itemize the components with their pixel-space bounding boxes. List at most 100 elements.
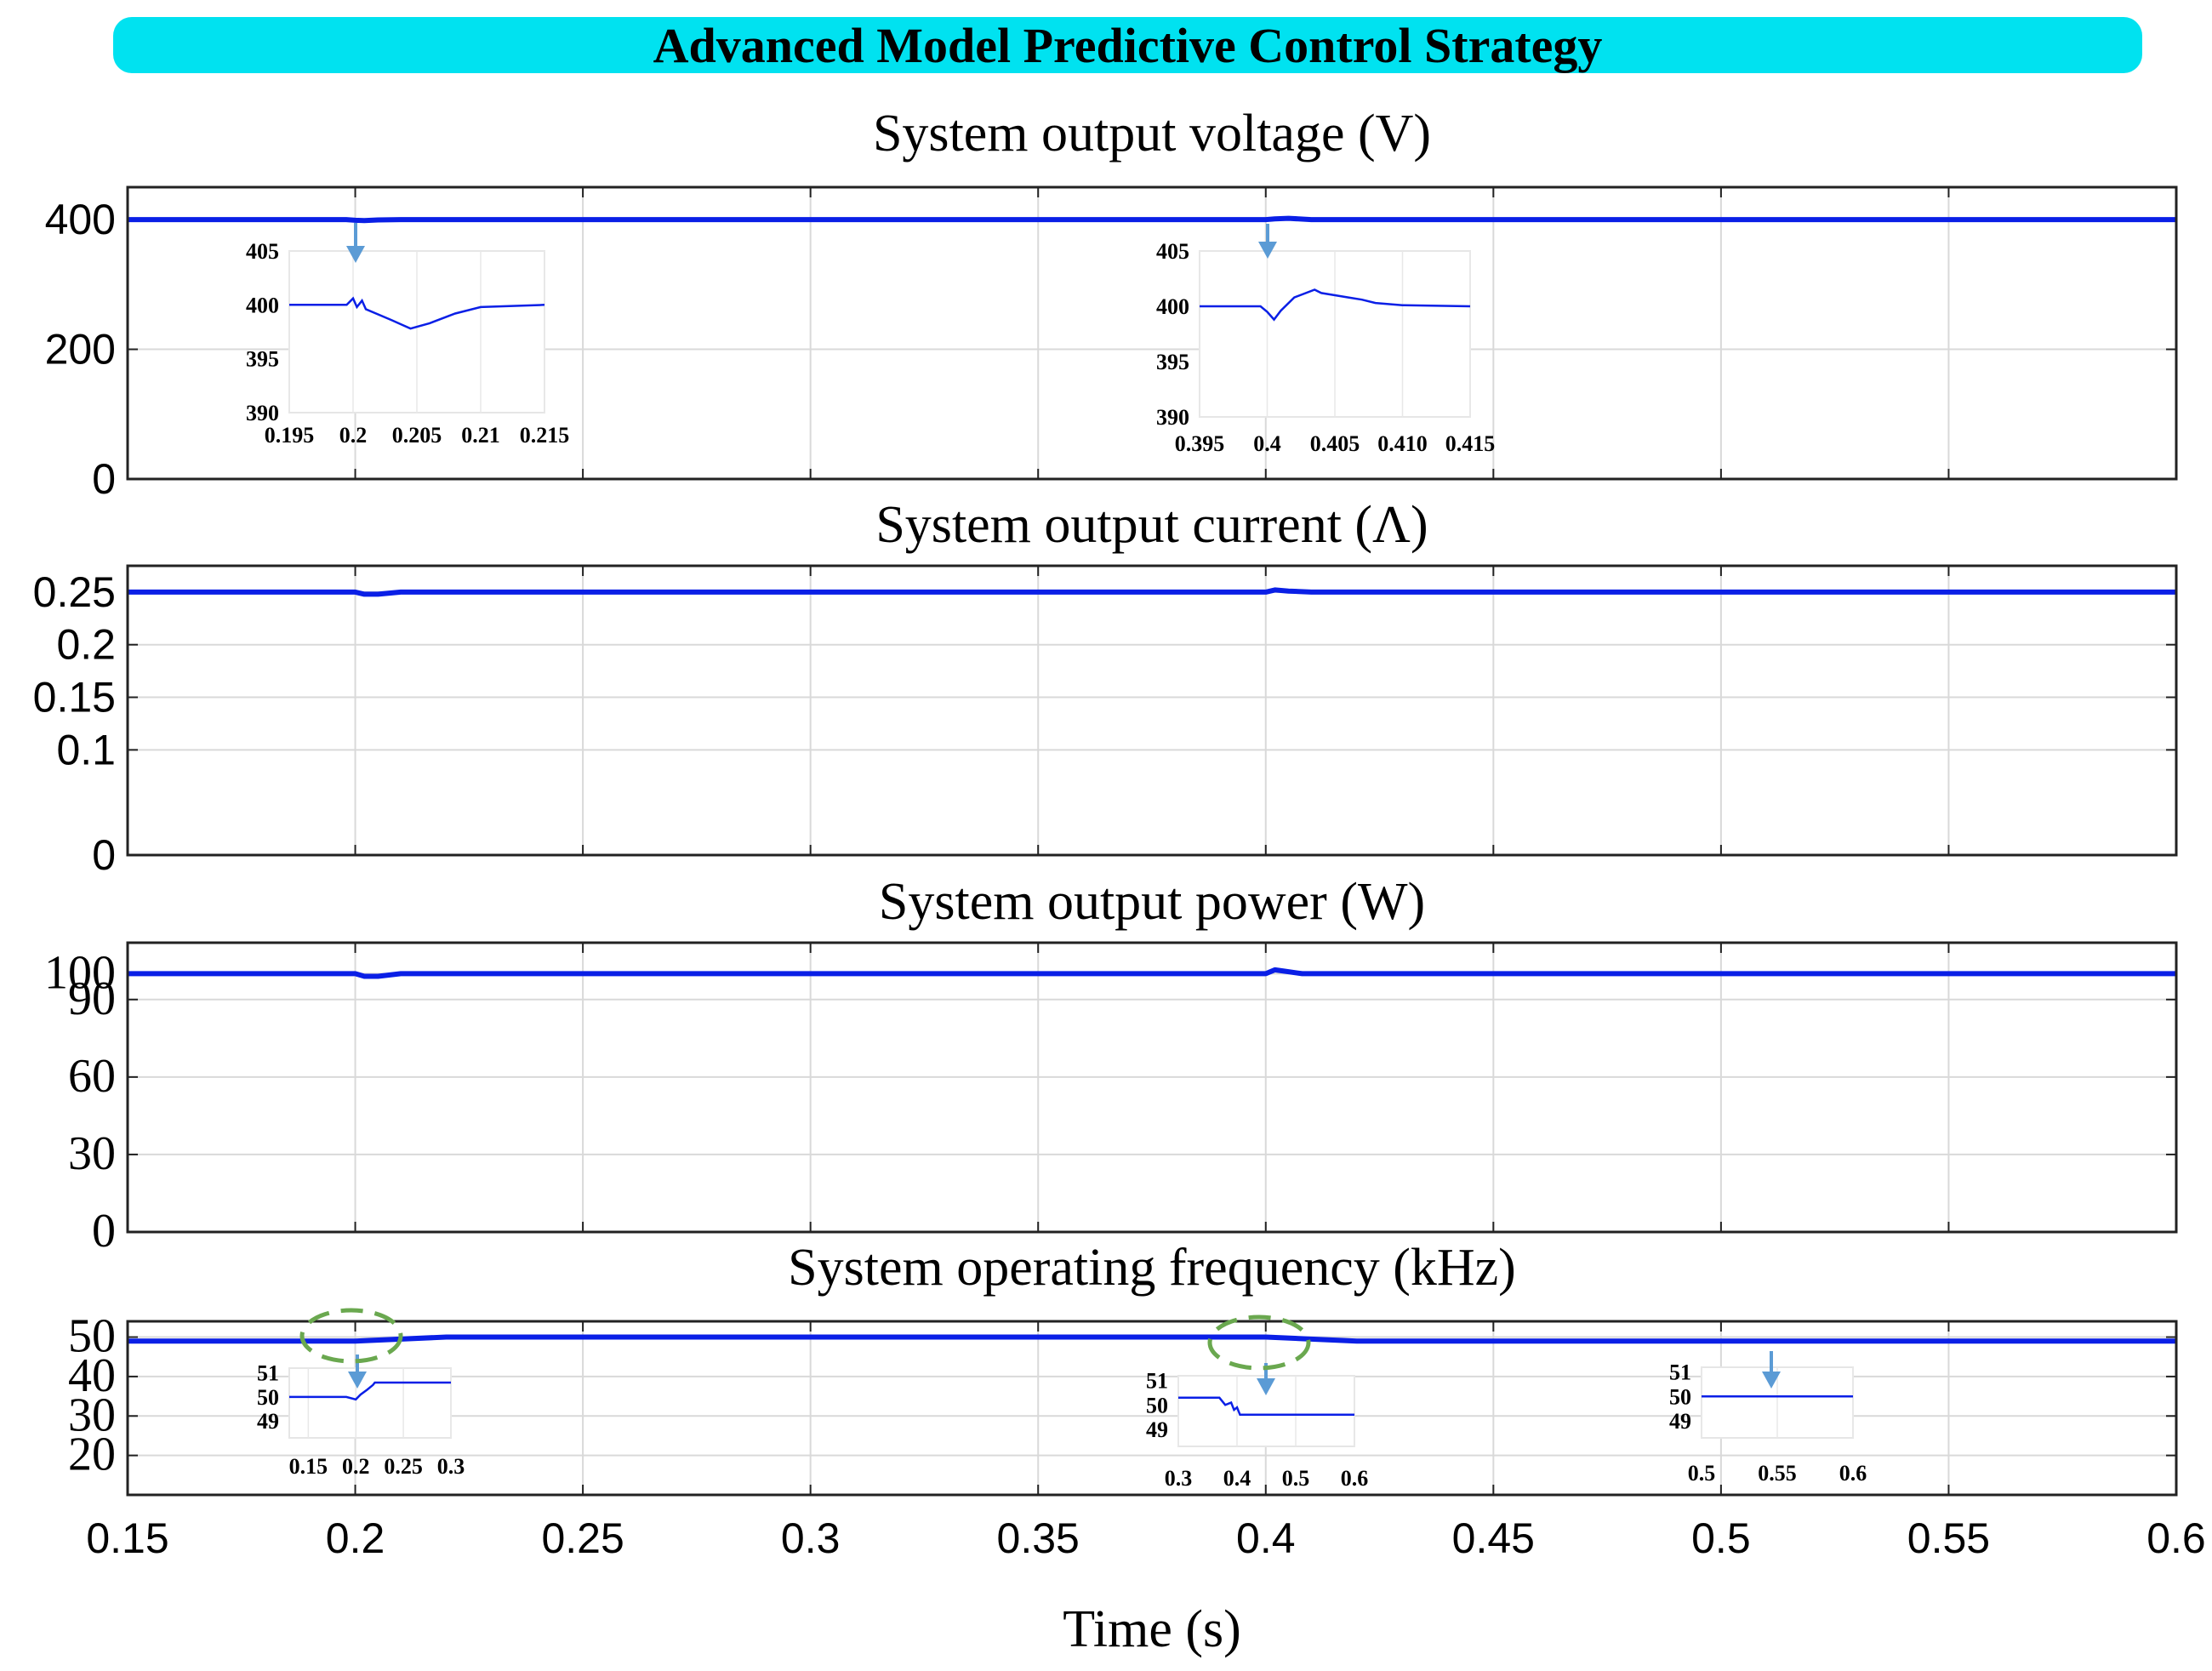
x-tick-label: 0.5	[1691, 1514, 1751, 1562]
inset-x-tick-label: 0.15	[289, 1454, 328, 1479]
arrow-head	[1762, 1372, 1781, 1389]
series-line	[128, 967, 2176, 979]
inset-x-tick-label: 0.415	[1445, 431, 1496, 456]
inset-y-tick-label: 50	[1669, 1384, 1691, 1409]
inset-y-tick-label: 49	[1669, 1409, 1691, 1434]
inset-x-tick-label: 0.405	[1310, 431, 1360, 456]
inset-x-tick-label: 0.5	[1282, 1466, 1310, 1491]
panel-title: System output current (Λ)	[875, 496, 1428, 554]
inset-x-tick-label: 0.395	[1175, 431, 1225, 456]
inset-y-tick-label: 50	[257, 1385, 279, 1410]
title-banner: Advanced Model Predictive Control Strate…	[113, 17, 2142, 73]
plot-frame	[126, 185, 2178, 481]
inset-0-1: 0.395 0.4 0.405 0.410 0.415 390 395 400 405	[1156, 239, 1495, 456]
y-tick-label: 50	[68, 1310, 116, 1363]
inset-series-line	[1178, 1396, 1354, 1417]
inset-y-tick-label: 390	[246, 401, 279, 425]
inset-y-tick-label: 405	[246, 239, 279, 264]
y-tick-label: 90	[68, 972, 116, 1025]
inset-x-tick-label: 0.55	[1758, 1461, 1797, 1486]
y-tick-label: 60	[68, 1050, 116, 1103]
y-tick-label: 20	[68, 1429, 116, 1481]
inset-y-tick-label: 49	[257, 1409, 279, 1434]
x-axis-label: Time (s)	[1063, 1600, 1241, 1658]
inset-y-tick-label: 405	[1156, 239, 1189, 264]
inset-x-tick-label: 0.195	[265, 423, 315, 448]
arrow-head	[1257, 1378, 1275, 1395]
y-tick-label: 30	[68, 1389, 116, 1441]
inset-x-tick-label: 0.4	[1223, 1466, 1251, 1491]
plot-frame	[126, 941, 2178, 1234]
inset-y-tick-label: 390	[1156, 405, 1189, 430]
plot-frame	[126, 564, 2178, 857]
inset-series-line	[289, 1381, 451, 1401]
x-tick-label: 0.15	[86, 1514, 168, 1562]
x-tick-label: 0.3	[781, 1514, 841, 1562]
panel-0: System output voltage (V) 0 200 400 0.195 0.2…	[45, 105, 2178, 503]
inset-x-tick-label: 0.215	[520, 423, 570, 448]
y-tick-label: 0	[92, 1205, 116, 1258]
panel-1: System output current (Λ) 0 0.1 0.15 0.2 0.25	[33, 496, 2178, 879]
inset-x-tick-label: 0.2	[339, 423, 368, 448]
y-tick-label: 0.1	[56, 726, 116, 773]
panel-3: System operating frequency (kHz)20304050…	[68, 1239, 2206, 1658]
inset-y-tick-label: 50	[1146, 1393, 1168, 1417]
arrow-head	[1258, 242, 1277, 259]
inset-x-tick-label: 0.2	[342, 1454, 370, 1479]
x-tick-label: 0.45	[1452, 1514, 1535, 1562]
y-tick-label: 400	[45, 196, 116, 243]
series-line	[128, 587, 2176, 597]
inset-x-tick-label: 0.6	[1341, 1466, 1369, 1491]
plot-area	[128, 943, 2176, 1232]
plot-area	[128, 566, 2176, 855]
x-tick-label: 0.4	[1236, 1514, 1296, 1562]
inset-y-tick-label: 51	[1146, 1369, 1168, 1394]
y-tick-label: 0	[92, 455, 116, 503]
panel-title: System operating frequency (kHz)	[788, 1239, 1516, 1297]
arrow-head	[346, 246, 365, 263]
y-tick-label: 30	[68, 1127, 116, 1180]
figure-title: Advanced Model Predictive Control Strate…	[653, 17, 1603, 73]
arrow-head	[348, 1372, 367, 1389]
inset-y-tick-label: 51	[257, 1361, 279, 1386]
inset-y-tick-label: 395	[246, 347, 279, 372]
inset-x-tick-label: 0.21	[461, 423, 500, 448]
inset-y-tick-label: 400	[246, 293, 279, 317]
y-tick-label: 100	[44, 946, 116, 999]
x-tick-label: 0.55	[1907, 1514, 1990, 1562]
highlight-ellipse	[299, 1308, 403, 1364]
x-tick-label: 0.25	[541, 1514, 624, 1562]
inset-0-0: 0.195 0.2 0.205 0.21 0.215 390 395 400 405	[246, 239, 569, 448]
highlight-ellipse	[1207, 1315, 1311, 1371]
x-tick-label: 0.2	[326, 1514, 385, 1562]
inset-x-tick-label: 0.25	[384, 1454, 423, 1479]
x-tick-label: 0.35	[997, 1514, 1080, 1562]
y-tick-label: 0.15	[33, 674, 116, 721]
panel-title: System output voltage (V)	[873, 105, 1431, 163]
inset-series-line	[289, 296, 545, 330]
inset-x-tick-label: 0.3	[1165, 1466, 1193, 1491]
inset-x-tick-label: 0.410	[1377, 431, 1428, 456]
y-tick-label: 0.25	[33, 568, 116, 616]
inset-x-tick-label: 0.4	[1253, 431, 1281, 456]
inset-x-tick-label: 0.205	[392, 423, 442, 448]
y-tick-label: 0.2	[56, 621, 116, 669]
y-tick-label: 0	[92, 831, 116, 879]
y-tick-label: 200	[45, 326, 116, 374]
x-tick-label: 0.6	[2146, 1514, 2206, 1562]
plot-frame	[126, 1320, 2178, 1497]
inset-x-tick-label: 0.6	[1839, 1461, 1867, 1486]
inset-x-tick-label: 0.3	[437, 1454, 465, 1479]
inset-y-tick-label: 49	[1146, 1417, 1168, 1442]
inset-y-tick-label: 51	[1669, 1360, 1691, 1385]
panel-title: System output power (W)	[879, 873, 1425, 931]
inset-x-tick-label: 0.5	[1688, 1461, 1716, 1486]
inset-series-line	[1200, 288, 1471, 322]
inset-y-tick-label: 395	[1156, 350, 1189, 374]
y-tick-label: 40	[68, 1349, 116, 1402]
